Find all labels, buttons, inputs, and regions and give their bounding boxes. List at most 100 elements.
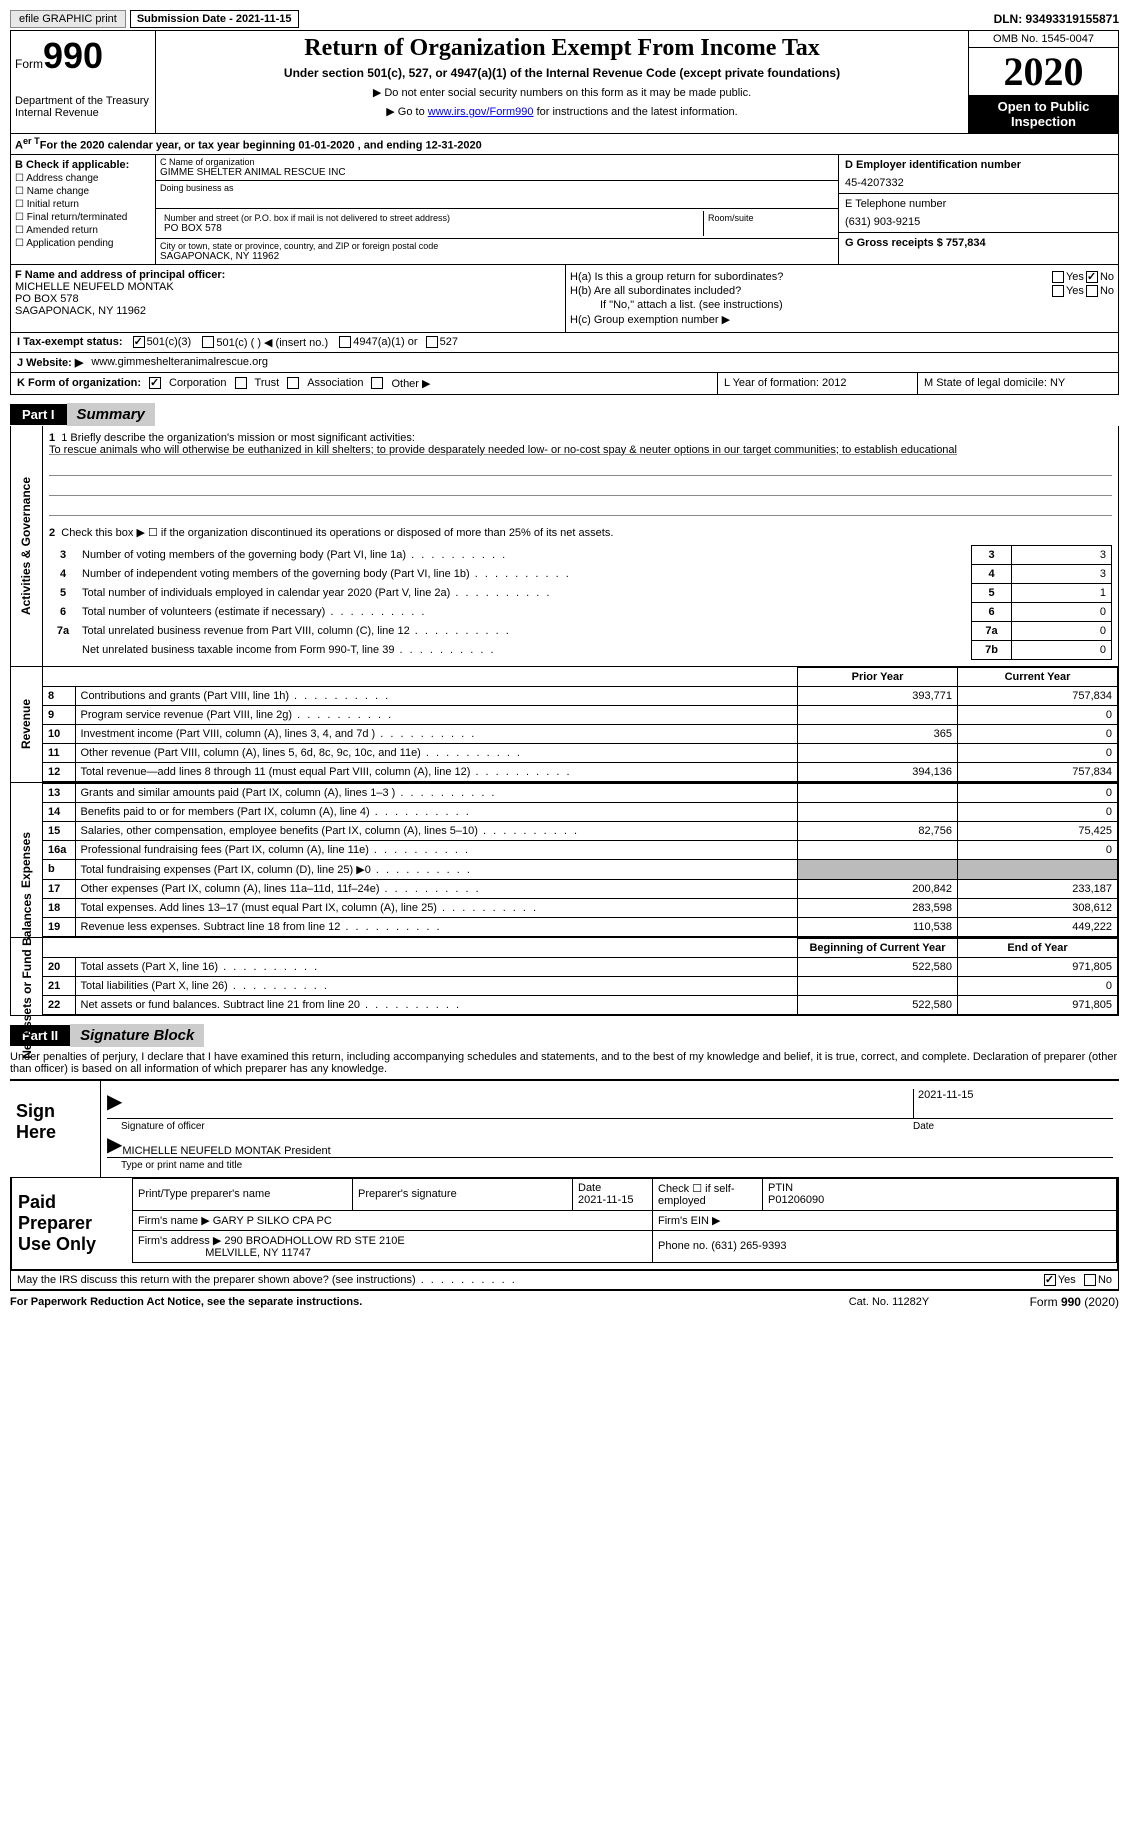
check-name-change[interactable]: ☐ Name change (15, 186, 151, 197)
check-initial-return[interactable]: ☐ Initial return (15, 199, 151, 210)
line-num: 19 (43, 917, 75, 936)
part2-title: Signature Block (70, 1024, 204, 1047)
line-desc: Total number of volunteers (estimate if … (77, 602, 972, 621)
form-footer: Form 990 (2020) (959, 1295, 1119, 1309)
officer-addr2: SAGAPONACK, NY 11962 (15, 305, 146, 317)
current-year-val: 449,222 (958, 917, 1118, 936)
current-year-val: 971,805 (958, 957, 1118, 976)
hb-note: If "No," attach a list. (see instruction… (570, 299, 1114, 311)
penalties-text: Under penalties of perjury, I declare th… (10, 1047, 1119, 1079)
check-address-change[interactable]: ☐ Address change (15, 173, 151, 184)
line-desc: Net assets or fund balances. Subtract li… (75, 995, 798, 1014)
ein-value: 45-4207332 (845, 177, 1112, 189)
line-desc: Total assets (Part X, line 16) (75, 957, 798, 976)
current-year-val: 971,805 (958, 995, 1118, 1014)
prior-year-val: 394,136 (798, 762, 958, 781)
prior-year-val (798, 976, 958, 995)
org-name: GIMME SHELTER ANIMAL RESCUE INC (160, 167, 834, 178)
form-word: Form (15, 57, 43, 71)
col-b-header: B Check if applicable: (15, 159, 151, 171)
firm-addr2: MELVILLE, NY 11747 (205, 1247, 311, 1259)
line-desc: Grants and similar amounts paid (Part IX… (75, 783, 798, 802)
line-desc: Other revenue (Part VIII, column (A), li… (75, 743, 798, 762)
line-num: 9 (43, 705, 75, 724)
irs-link[interactable]: www.irs.gov/Form990 (428, 106, 534, 118)
discuss-no[interactable] (1084, 1274, 1096, 1286)
mission-blank (49, 500, 1112, 516)
firm-name: GARY P SILKO CPA PC (213, 1215, 332, 1227)
prior-year-val: 82,756 (798, 821, 958, 840)
line-desc: Revenue less expenses. Subtract line 18 … (75, 917, 798, 936)
goto-note: ▶ Go to www.irs.gov/Form990 for instruct… (164, 105, 960, 118)
current-year-val: 0 (958, 802, 1118, 821)
line-desc: Other expenses (Part IX, column (A), lin… (75, 879, 798, 898)
paid-prep-label: Paid Preparer Use Only (12, 1178, 132, 1269)
blocked-cell (958, 859, 1118, 879)
tax-year: 2020 (969, 48, 1118, 95)
org-assoc[interactable] (287, 377, 299, 389)
vlabel-rev: Revenue (20, 699, 34, 749)
tax-501c[interactable] (202, 336, 214, 348)
check-final-return[interactable]: ☐ Final return/terminated (15, 212, 151, 223)
line-val: 0 (1012, 621, 1112, 640)
check-pending[interactable]: ☐ Application pending (15, 238, 151, 249)
line-num: 20 (43, 957, 75, 976)
discuss-yes[interactable] (1044, 1274, 1056, 1286)
line-desc: Total liabilities (Part X, line 26) (75, 976, 798, 995)
org-corp[interactable] (149, 377, 161, 389)
self-emp-check[interactable]: Check ☐ if self-employed (653, 1178, 763, 1210)
line-key: 3 (972, 545, 1012, 564)
dba-cell: Doing business as (156, 181, 838, 209)
officer-addr1: PO BOX 578 (15, 293, 79, 305)
check-amended[interactable]: ☐ Amended return (15, 225, 151, 236)
line-num: 18 (43, 898, 75, 917)
line-val: 3 (1012, 545, 1112, 564)
ha-no[interactable] (1086, 271, 1098, 283)
line-num: 13 (43, 783, 75, 802)
tax-501c3[interactable] (133, 336, 145, 348)
prior-year-val: 393,771 (798, 686, 958, 705)
org-name-cell: C Name of organization GIMME SHELTER ANI… (156, 155, 838, 181)
firm-addr1: 290 BROADHOLLOW RD STE 210E (224, 1235, 404, 1247)
tax-527[interactable] (426, 336, 438, 348)
line-num: b (43, 859, 75, 879)
hb-no[interactable] (1086, 285, 1098, 297)
q1-label: 1 1 Briefly describe the organization's … (49, 432, 1112, 444)
org-trust[interactable] (235, 377, 247, 389)
row-k-label: K Form of organization: (17, 377, 141, 389)
firm-ein-label: Firm's EIN ▶ (653, 1210, 1117, 1230)
line-num: 14 (43, 802, 75, 821)
sig-officer-label: Signature of officer (107, 1121, 913, 1132)
form-id-box: Form990 Department of the Treasury Inter… (11, 31, 156, 133)
firm-phone: Phone no. (631) 265-9393 (653, 1230, 1117, 1262)
phone-value: (631) 903-9215 (845, 216, 1112, 228)
current-year-val: 757,834 (958, 762, 1118, 781)
phone-cell: E Telephone number (631) 903-9215 (839, 194, 1118, 233)
current-year-val: 0 (958, 724, 1118, 743)
ha-question: H(a) Is this a group return for subordin… (570, 271, 1050, 283)
dln-number: DLN: 93493319155871 (994, 12, 1119, 26)
row-a: Aer TFor the 2020 calendar year, or tax … (10, 134, 1119, 155)
row-j-label: J Website: ▶ (17, 356, 83, 369)
row-i-label: I Tax-exempt status: (17, 336, 123, 348)
prior-year-val: 522,580 (798, 995, 958, 1014)
col-hdr: Prior Year (798, 667, 958, 686)
current-year-val: 0 (958, 743, 1118, 762)
part1-tag: Part I (10, 404, 67, 425)
ha-yes[interactable] (1052, 271, 1064, 283)
prior-year-val: 200,842 (798, 879, 958, 898)
tax-4947[interactable] (339, 336, 351, 348)
hb-yes[interactable] (1052, 285, 1064, 297)
pra-notice: For Paperwork Reduction Act Notice, see … (10, 1296, 819, 1308)
vlabel-gov: Activities & Governance (20, 477, 34, 615)
prior-year-val: 522,580 (798, 957, 958, 976)
prep-date: 2021-11-15 (578, 1194, 633, 1206)
efile-print-button[interactable]: efile GRAPHIC print (10, 10, 126, 28)
line-num: 21 (43, 976, 75, 995)
line-desc: Total unrelated business revenue from Pa… (77, 621, 972, 640)
sig-date-label: Date (913, 1121, 1113, 1132)
form-title: Return of Organization Exempt From Incom… (164, 35, 960, 62)
line-desc: Professional fundraising fees (Part IX, … (75, 840, 798, 859)
omb-number: OMB No. 1545-0047 (969, 31, 1118, 48)
org-other[interactable] (371, 377, 383, 389)
